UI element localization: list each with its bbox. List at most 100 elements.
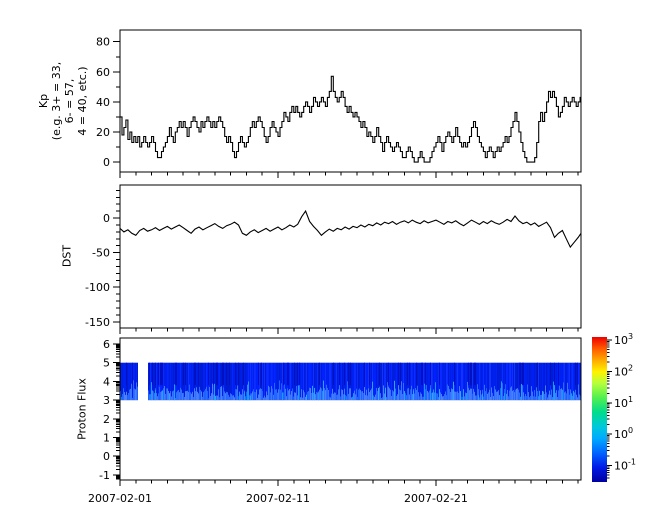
proton-flux-band-bright [327, 387, 328, 401]
proton-flux-band-bright [184, 396, 185, 401]
proton-flux-band-column [373, 362, 374, 401]
proton-flux-band-column [255, 362, 256, 401]
proton-flux-band-column [278, 362, 279, 401]
proton-flux-band-column [461, 362, 462, 401]
proton-flux-band-column [266, 362, 267, 401]
proton-flux-band-column [548, 362, 549, 401]
proton-flux-band-column [308, 362, 309, 401]
proton-flux-band-bright [423, 396, 424, 401]
proton-flux-band-bright [469, 390, 470, 401]
proton-flux-band-column [187, 362, 188, 401]
proton-flux-band-bright [452, 389, 453, 401]
proton-flux-band-bright [262, 390, 263, 401]
proton-flux-band-column [493, 362, 494, 401]
proton-flux-band-column [377, 362, 378, 401]
proton-flux-band-dark [155, 362, 156, 386]
proton-flux-band-column [207, 362, 208, 401]
proton-flux-band-bright [267, 395, 268, 401]
proton-flux-band-bright [279, 380, 280, 401]
proton-flux-band-column [524, 362, 525, 401]
colorbar [592, 337, 607, 482]
proton-flux-band-bright [471, 388, 472, 401]
proton-flux-band-bright [548, 394, 549, 401]
proton-flux-band-column [355, 362, 356, 401]
proton-flux-band-column [579, 362, 580, 401]
proton-flux-band-column [316, 362, 317, 401]
proton-flux-band-bright [564, 392, 565, 401]
proton-flux-band-bright [256, 389, 257, 401]
proton-flux-band-column [174, 362, 175, 401]
proton-flux-band-dark [216, 362, 217, 386]
proton-flux-band-dark [348, 362, 349, 386]
proton-flux-band-bright [183, 392, 184, 401]
proton-flux-band-cyan-streak [482, 393, 483, 401]
proton-flux-band-bright [295, 392, 296, 401]
proton-flux-band-bright [448, 385, 449, 401]
proton-flux-band-bright [536, 387, 537, 401]
proton-flux-band-column [383, 362, 384, 401]
proton-flux-band-column [254, 362, 255, 401]
proton-flux-band-bright [492, 392, 493, 401]
proton-flux-band-column [196, 362, 197, 401]
proton-flux-band-bright [300, 397, 301, 401]
proton-flux-band-dark [126, 362, 127, 386]
proton-flux-band-bright [134, 388, 135, 401]
proton-flux-band-dark [161, 362, 162, 386]
proton-flux-band-column [444, 362, 445, 401]
kp-panel-frame [119, 29, 582, 173]
proton-flux-band-bright [370, 390, 371, 401]
proton-flux-band-column [411, 362, 412, 401]
proton-flux-band-bright [437, 393, 438, 401]
proton-flux-band-bright [376, 387, 377, 401]
proton-flux-band-dark [523, 362, 524, 386]
proton-flux-band-bright [319, 389, 320, 401]
proton-flux-band-bright [224, 391, 225, 401]
proton-flux-band-bright [438, 397, 439, 401]
proton-flux-band-bright [465, 392, 466, 401]
proton-flux-band-bright [415, 387, 416, 401]
proton-flux-band-bright [192, 391, 193, 401]
proton-flux-band-column [188, 362, 189, 401]
proton-flux-band-column [353, 362, 354, 401]
proton-flux-band-bright [558, 390, 559, 401]
proton-flux-band-column [359, 362, 360, 401]
proton-flux-band-column [241, 362, 242, 401]
proton-flux-band-bright [301, 389, 302, 401]
proton-flux-band-bright [498, 390, 499, 401]
proton-flux-band-column [325, 362, 326, 401]
proton-flux-band-bright [510, 387, 511, 401]
proton-flux-band-bright [363, 392, 364, 401]
proton-flux-band-column [362, 362, 363, 401]
proton-flux-band-column [562, 362, 563, 401]
proton-flux-band-column [498, 362, 499, 401]
proton-flux-band-bright [519, 392, 520, 401]
proton-flux-band-bright [191, 393, 192, 401]
proton-flux-band-dark [160, 362, 161, 386]
proton-flux-band-cyan-streak [314, 387, 315, 401]
proton-flux-band-dark [319, 362, 320, 386]
proton-flux-band-dark [288, 362, 289, 386]
proton-flux-band-column [370, 362, 371, 401]
proton-flux-band-column [284, 362, 285, 401]
proton-flux-band-column [199, 362, 200, 401]
proton-flux-band-bright [374, 396, 375, 401]
proton-flux-band-column [127, 362, 128, 401]
proton-flux-band-cyan-streak [323, 380, 324, 401]
proton-flux-band-dark [409, 362, 410, 386]
proton-flux-band-dark [344, 362, 345, 386]
proton-flux-band-column [571, 362, 572, 401]
proton-flux-band-column [131, 362, 132, 401]
proton-flux-band-column [397, 362, 398, 401]
proton-panel-frame [119, 337, 582, 481]
proton-flux-band-column [453, 362, 454, 401]
proton-flux-band-dark [407, 362, 408, 386]
proton-flux-band-bright [148, 390, 149, 401]
proton-flux-band-bright [340, 396, 341, 401]
proton-flux-band-column [484, 362, 485, 401]
proton-flux-band-bright [556, 390, 557, 401]
proton-flux-band-bright [530, 395, 531, 401]
proton-flux-band-bright [283, 392, 284, 401]
proton-flux-band-bright [202, 396, 203, 401]
proton-flux-band-dark [287, 362, 288, 386]
proton-flux-band-column [352, 362, 353, 401]
